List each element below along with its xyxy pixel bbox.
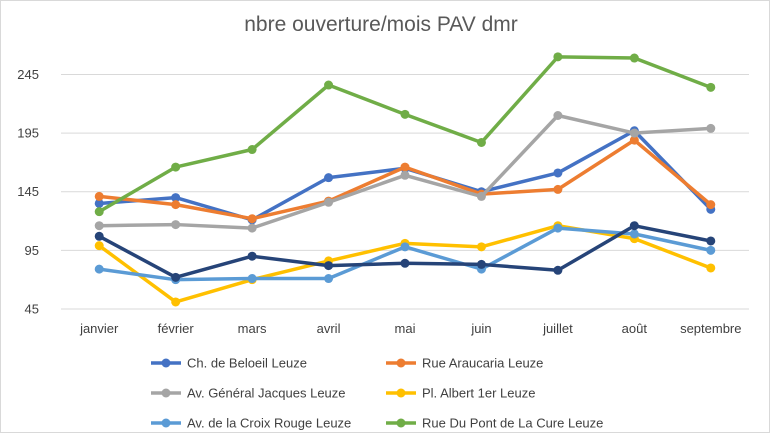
data-point bbox=[553, 265, 563, 275]
data-point bbox=[706, 236, 716, 246]
data-point bbox=[171, 297, 181, 307]
data-point bbox=[171, 200, 181, 210]
data-point bbox=[400, 258, 410, 268]
chart-title: nbre ouverture/mois PAV dmr bbox=[244, 13, 518, 36]
legend-swatch-marker bbox=[396, 388, 406, 398]
data-point bbox=[629, 135, 639, 145]
data-point bbox=[400, 170, 410, 180]
legend-label: Av. Général Jacques Leuze bbox=[187, 386, 346, 401]
legend-label: Av. de la Croix Rouge Leuze bbox=[187, 416, 351, 431]
legend-item: Av. Général Jacques Leuze bbox=[151, 386, 346, 401]
legend-item: Rue Araucaria Leuze bbox=[386, 356, 543, 371]
data-point bbox=[476, 259, 486, 269]
x-tick-label: mai bbox=[395, 321, 416, 336]
data-point bbox=[400, 242, 410, 252]
legend-swatch-marker bbox=[161, 358, 171, 368]
data-point bbox=[171, 272, 181, 282]
data-point bbox=[94, 241, 104, 251]
data-point bbox=[324, 80, 334, 90]
data-point bbox=[629, 221, 639, 231]
series-7 bbox=[94, 221, 716, 282]
data-point bbox=[94, 231, 104, 241]
x-tick-label: septembre bbox=[680, 321, 741, 336]
y-tick-label: 145 bbox=[17, 184, 39, 199]
data-point bbox=[400, 109, 410, 119]
series-3 bbox=[94, 111, 716, 233]
data-point bbox=[629, 229, 639, 239]
data-point bbox=[553, 168, 563, 178]
data-point bbox=[629, 128, 639, 138]
legend-label: Rue Du Pont de La Cure Leuze bbox=[422, 416, 603, 431]
data-point bbox=[553, 223, 563, 233]
legend: Ch. de Beloeil Leuze Rue Araucaria Leuze A… bbox=[151, 356, 603, 431]
data-point bbox=[706, 123, 716, 133]
series-6 bbox=[94, 52, 716, 217]
data-point bbox=[94, 198, 104, 208]
data-point bbox=[94, 221, 104, 231]
data-point bbox=[706, 245, 716, 255]
x-tick-label: juin bbox=[470, 321, 491, 336]
data-point bbox=[476, 137, 486, 147]
legend-item: Av. de la Croix Rouge Leuze bbox=[151, 416, 351, 431]
y-tick-label: 45 bbox=[25, 302, 39, 317]
legend-item: Rue Du Pont de La Cure Leuze bbox=[386, 416, 603, 431]
legend-label: Rue Araucaria Leuze bbox=[422, 356, 543, 371]
legend-swatch-marker bbox=[396, 358, 406, 368]
legend-label: Pl. Albert 1er Leuze bbox=[422, 386, 535, 401]
data-point bbox=[476, 242, 486, 252]
series-line bbox=[97, 55, 713, 214]
data-point bbox=[247, 274, 257, 284]
data-point bbox=[171, 193, 181, 203]
data-point bbox=[476, 191, 486, 201]
x-tick-label: juillet bbox=[542, 321, 573, 336]
data-point bbox=[629, 53, 639, 63]
legend-item: Ch. de Beloeil Leuze bbox=[151, 356, 307, 371]
data-point bbox=[706, 82, 716, 92]
legend-swatch-marker bbox=[161, 418, 171, 428]
y-tick-label: 195 bbox=[17, 126, 39, 141]
data-point bbox=[324, 261, 334, 271]
data-point bbox=[94, 191, 104, 201]
data-point bbox=[706, 200, 716, 210]
data-point bbox=[324, 197, 334, 207]
data-point bbox=[553, 111, 563, 120]
data-point bbox=[171, 220, 181, 230]
x-tick-label: mars bbox=[238, 321, 267, 336]
data-point bbox=[171, 162, 181, 172]
data-point bbox=[247, 214, 257, 224]
data-point bbox=[247, 223, 257, 233]
legend-swatch-marker bbox=[396, 418, 406, 428]
y-tick-label: 245 bbox=[17, 67, 39, 82]
data-point bbox=[553, 52, 563, 62]
y-tick-label: 95 bbox=[25, 243, 39, 258]
legend-item: Pl. Albert 1er Leuze bbox=[386, 386, 535, 401]
data-point bbox=[400, 162, 410, 172]
data-point bbox=[247, 145, 257, 155]
legend-label: Ch. de Beloeil Leuze bbox=[187, 356, 307, 371]
data-point bbox=[324, 173, 334, 183]
y-axis-ticks: 45 95 145 195 245 bbox=[17, 67, 39, 317]
data-point bbox=[94, 207, 104, 217]
x-tick-label: janvier bbox=[79, 321, 119, 336]
x-tick-label: avril bbox=[317, 321, 341, 336]
data-point bbox=[94, 264, 104, 274]
data-point bbox=[553, 184, 563, 194]
x-axis-ticks: janvier février mars avril mai juin juillet aoû… bbox=[79, 321, 741, 336]
x-tick-label: février bbox=[158, 321, 195, 336]
series-line bbox=[97, 223, 713, 280]
legend-swatch-marker bbox=[161, 388, 171, 398]
data-point bbox=[247, 251, 257, 261]
gridlines bbox=[61, 73, 749, 310]
series-lines bbox=[94, 52, 716, 307]
x-tick-label: août bbox=[622, 321, 648, 336]
data-point bbox=[324, 274, 334, 284]
data-point bbox=[706, 263, 716, 273]
